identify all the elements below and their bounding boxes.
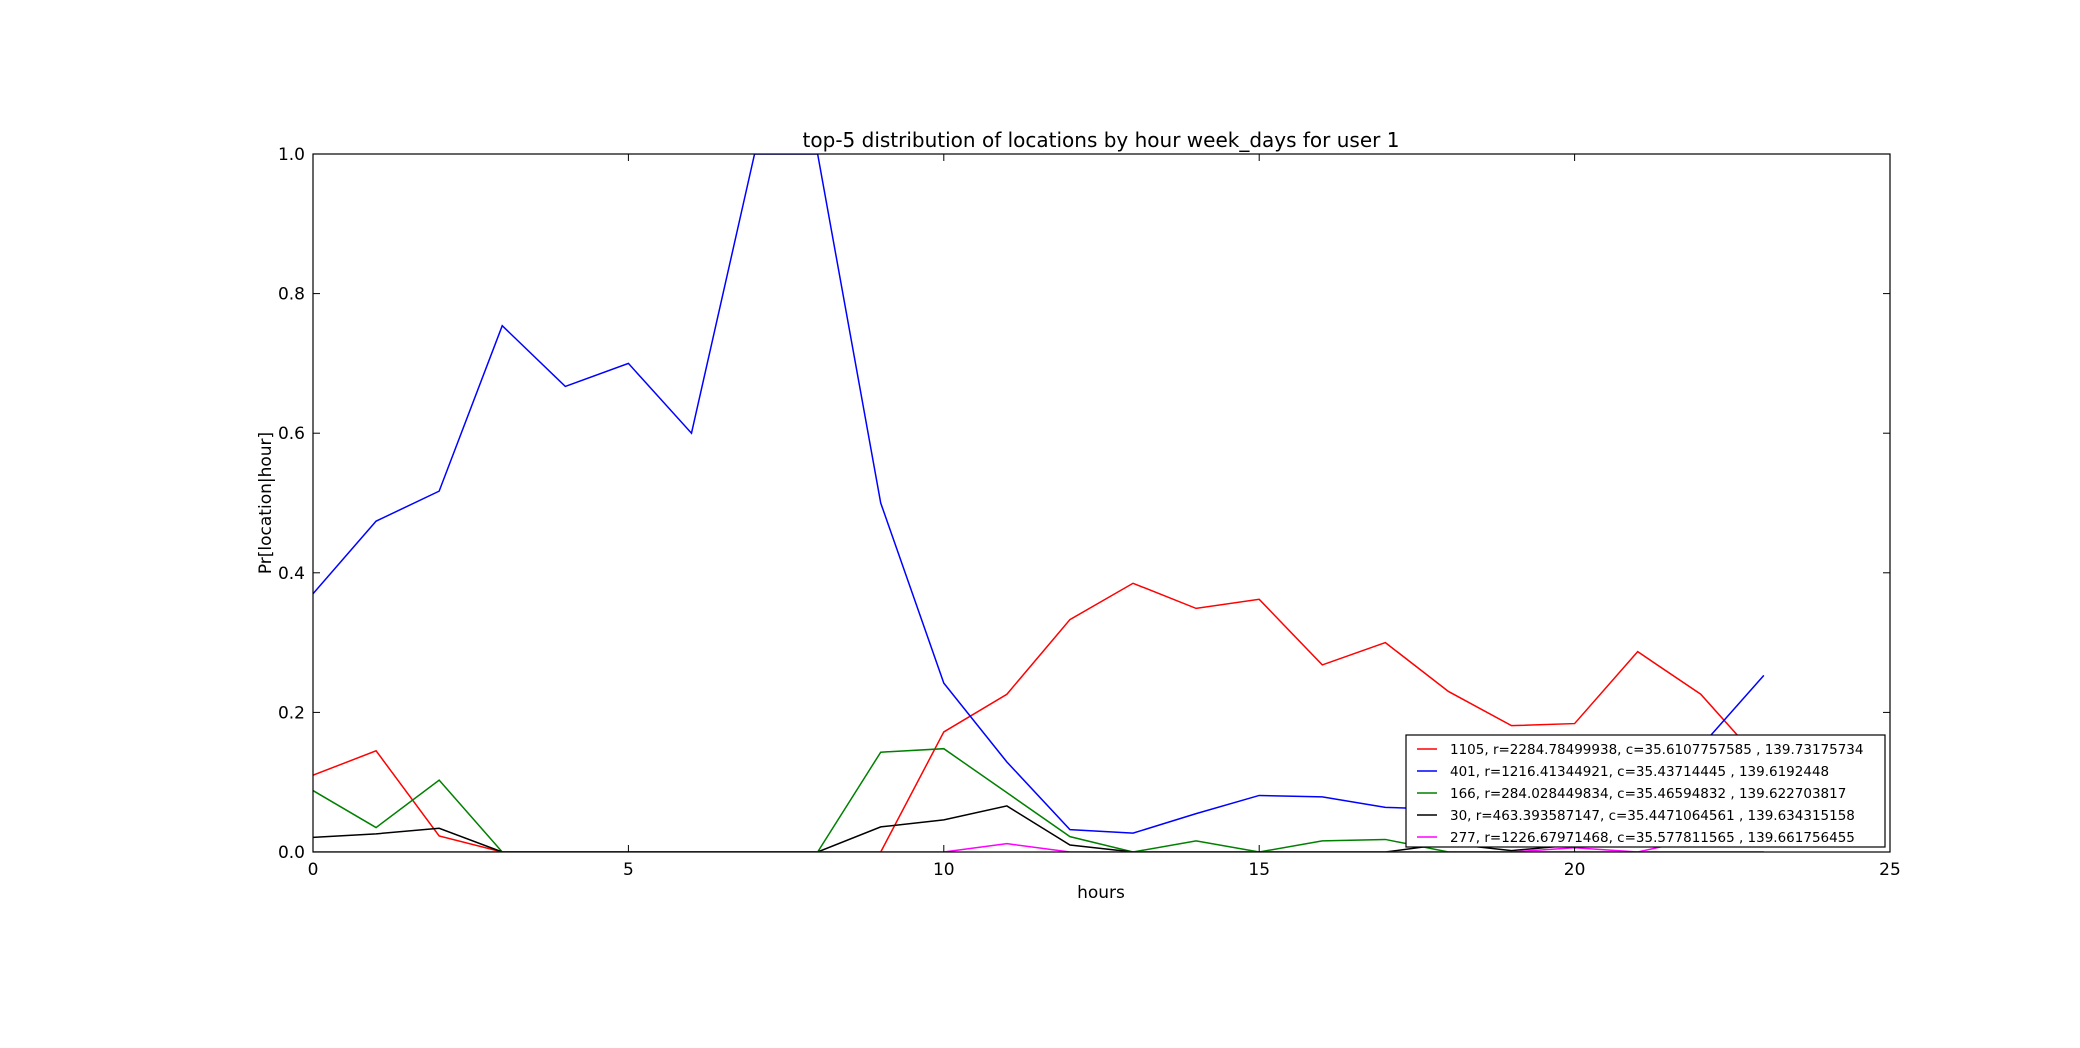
legend-label: 166, r=284.028449834, c=35.46594832 , 13…	[1450, 786, 1846, 802]
plot-frame	[312, 153, 1891, 853]
x-tick-label: 5	[623, 860, 634, 880]
y-tick-label: 0.4	[278, 564, 305, 584]
x-tick-label: 15	[1248, 860, 1270, 880]
y-tick-label: 0.0	[278, 843, 305, 863]
x-tick-label: 0	[308, 860, 319, 880]
chart-title: top-5 distribution of locations by hour …	[803, 128, 1400, 152]
y-axis-label: Pr[location|hour]	[256, 432, 276, 574]
ticks-layer: 0 5 10 15 20 25 0.0 0.2 0.4 0.6 0.8 1.0	[278, 145, 1901, 880]
x-tick-label: 10	[933, 860, 955, 880]
series-line-3	[313, 747, 1764, 852]
legend-label: 401, r=1216.41344921, c=35.43714445 , 13…	[1450, 764, 1829, 780]
x-tick-label: 25	[1879, 860, 1901, 880]
x-tick-label: 20	[1564, 860, 1586, 880]
y-tick-label: 0.2	[278, 703, 305, 723]
x-axis-label: hours	[1077, 883, 1125, 903]
legend-label: 1105, r=2284.78499938, c=35.6107757585 ,…	[1450, 742, 1863, 758]
legend-label: 277, r=1226.67971468, c=35.577811565 , 1…	[1450, 830, 1855, 846]
series-line-5	[313, 837, 1764, 852]
y-tick-label: 0.8	[278, 285, 305, 305]
y-tick-label: 0.6	[278, 424, 305, 444]
legend: 1105, r=2284.78499938, c=35.6107757585 ,…	[1405, 734, 1886, 848]
legend-label: 30, r=463.393587147, c=35.4471064561 , 1…	[1450, 808, 1855, 824]
series-line-1	[313, 582, 1765, 852]
y-tick-label: 1.0	[278, 145, 305, 165]
legend-box	[1405, 734, 1886, 848]
series-line-4	[313, 805, 1764, 852]
